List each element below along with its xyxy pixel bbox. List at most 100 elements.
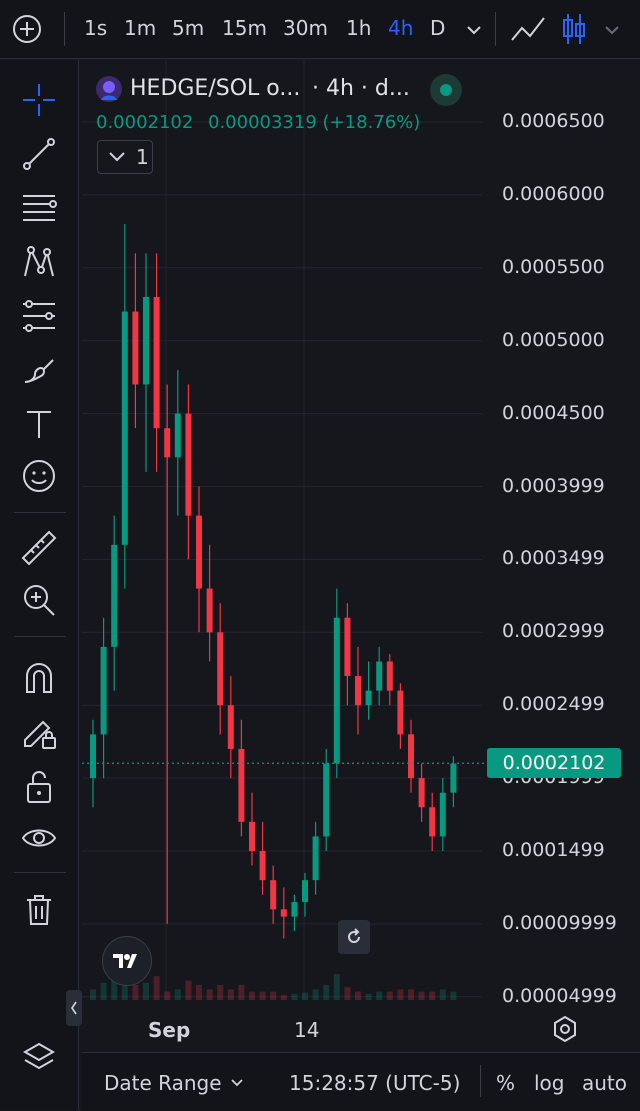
candle[interactable] <box>227 705 234 749</box>
toolbar-divider <box>480 1065 481 1097</box>
log-scale-toggle[interactable]: log <box>534 1071 565 1095</box>
auto-scale-toggle[interactable]: auto <box>582 1071 628 1095</box>
candle[interactable] <box>333 617 340 764</box>
timeframe-15m[interactable]: 15m <box>222 16 267 40</box>
candle[interactable] <box>355 676 361 706</box>
candle[interactable] <box>196 515 202 589</box>
emoji-tool[interactable] <box>14 454 64 498</box>
chart-type-dropdown-button[interactable] <box>600 18 624 42</box>
lock-drawings-tool[interactable] <box>14 710 64 754</box>
timeframe-5m[interactable]: 5m <box>172 16 205 40</box>
volume-bar <box>386 991 393 1000</box>
candle[interactable] <box>397 690 404 735</box>
pattern-tool[interactable] <box>14 240 64 284</box>
forecast-tool[interactable] <box>14 294 64 338</box>
candle[interactable] <box>111 544 118 647</box>
crosshair-tool[interactable] <box>14 78 64 122</box>
timeframe-4h[interactable]: 4h <box>388 16 414 40</box>
volume-bar <box>143 982 149 1000</box>
object-tree-button[interactable] <box>14 1036 64 1080</box>
trend-line-tool[interactable] <box>14 132 64 176</box>
candle[interactable] <box>270 880 277 910</box>
lock-all-tool[interactable] <box>14 764 64 808</box>
date-range-button[interactable]: Date Range <box>104 1071 244 1095</box>
candles-chart-button[interactable] <box>560 12 588 46</box>
magnet-icon <box>26 663 52 693</box>
candle[interactable] <box>121 311 128 545</box>
timeframe-1h[interactable]: 1h <box>346 16 372 40</box>
fib-tool[interactable] <box>14 186 64 230</box>
tradingview-logo[interactable] <box>102 936 152 986</box>
timeframe-d[interactable]: D <box>430 16 446 40</box>
candle[interactable] <box>312 836 319 881</box>
candle[interactable] <box>174 413 181 458</box>
candle[interactable] <box>302 880 308 903</box>
candle[interactable] <box>450 763 457 793</box>
line-chart-button[interactable] <box>508 14 548 44</box>
candle[interactable] <box>376 661 383 691</box>
price-axis-label: 0.0005500 <box>502 255 605 278</box>
add-symbol-button[interactable] <box>12 14 42 44</box>
text-tool[interactable] <box>14 402 64 446</box>
candle[interactable] <box>238 748 245 822</box>
candle[interactable] <box>259 851 266 881</box>
candle[interactable] <box>100 646 107 735</box>
reset-chart-button[interactable] <box>338 920 370 954</box>
price-axis-label: 0.0005000 <box>502 328 605 351</box>
collapse-toolbar-handle[interactable] <box>66 990 82 1026</box>
candle[interactable] <box>280 909 287 917</box>
chart-pane[interactable]: 0.0006500 0.0006000 0.0005500 0.0005000 0.00… <box>82 60 640 1110</box>
pencil-lock-icon <box>24 720 56 749</box>
candle[interactable] <box>249 821 255 851</box>
legend-last-price: 0.0002102 <box>96 112 194 133</box>
brush-tool[interactable] <box>14 348 64 392</box>
candle[interactable] <box>164 428 171 458</box>
magnet-tool[interactable] <box>14 656 64 700</box>
volume-bar <box>333 974 340 1000</box>
timeframe-30m[interactable]: 30m <box>283 16 328 40</box>
hide-drawings-tool[interactable] <box>14 816 64 860</box>
percent-scale-toggle[interactable]: % <box>496 1071 516 1095</box>
candle[interactable] <box>217 632 224 706</box>
candle[interactable] <box>418 778 425 808</box>
ruler-tool[interactable] <box>14 526 64 570</box>
volume-bar <box>302 992 308 1000</box>
remove-drawings-tool[interactable] <box>14 888 64 932</box>
volume-bar <box>439 989 446 1000</box>
legend-change: 0.00003319 (+18.76%) <box>208 112 421 133</box>
candle[interactable] <box>185 413 192 516</box>
candle[interactable] <box>90 734 96 779</box>
drawing-toolbar <box>0 60 82 1110</box>
symbol-name[interactable]: HEDGE/SOL o... <box>130 76 301 101</box>
current-price-tag: 0.0002102 <box>487 748 621 779</box>
candle[interactable] <box>344 617 351 677</box>
timeframe-dropdown-button[interactable] <box>462 18 486 42</box>
candle[interactable] <box>439 792 446 837</box>
volume-bar <box>376 991 383 1000</box>
market-status-dot[interactable] <box>430 74 462 106</box>
trash-icon <box>27 895 51 925</box>
toolbar-divider <box>64 12 65 46</box>
candle[interactable] <box>153 296 160 429</box>
zoom-in-tool[interactable] <box>14 578 64 622</box>
volume-bar <box>217 985 224 1000</box>
toolbar-divider <box>495 12 496 46</box>
candle[interactable] <box>386 661 393 691</box>
volume-bar <box>100 982 107 1000</box>
candle[interactable] <box>143 296 149 385</box>
candle[interactable] <box>429 807 436 837</box>
timeframe-1m[interactable]: 1m <box>124 16 157 40</box>
price-axis-label: 0.0001499 <box>502 839 605 861</box>
candle[interactable] <box>365 690 372 706</box>
candle[interactable] <box>132 311 139 385</box>
candle[interactable] <box>408 734 414 779</box>
timeframe-1s[interactable]: 1s <box>84 16 108 40</box>
clock-label[interactable]: 15:28:57 (UTC-5) <box>289 1071 461 1095</box>
candle[interactable] <box>206 588 213 633</box>
candle[interactable] <box>323 763 330 837</box>
candle[interactable] <box>291 902 298 917</box>
indicators-toggle-button[interactable]: 1 <box>97 140 153 174</box>
volume-bar <box>270 991 277 1000</box>
chart-settings-button[interactable] <box>550 1014 580 1044</box>
volume-bar <box>344 987 351 1000</box>
